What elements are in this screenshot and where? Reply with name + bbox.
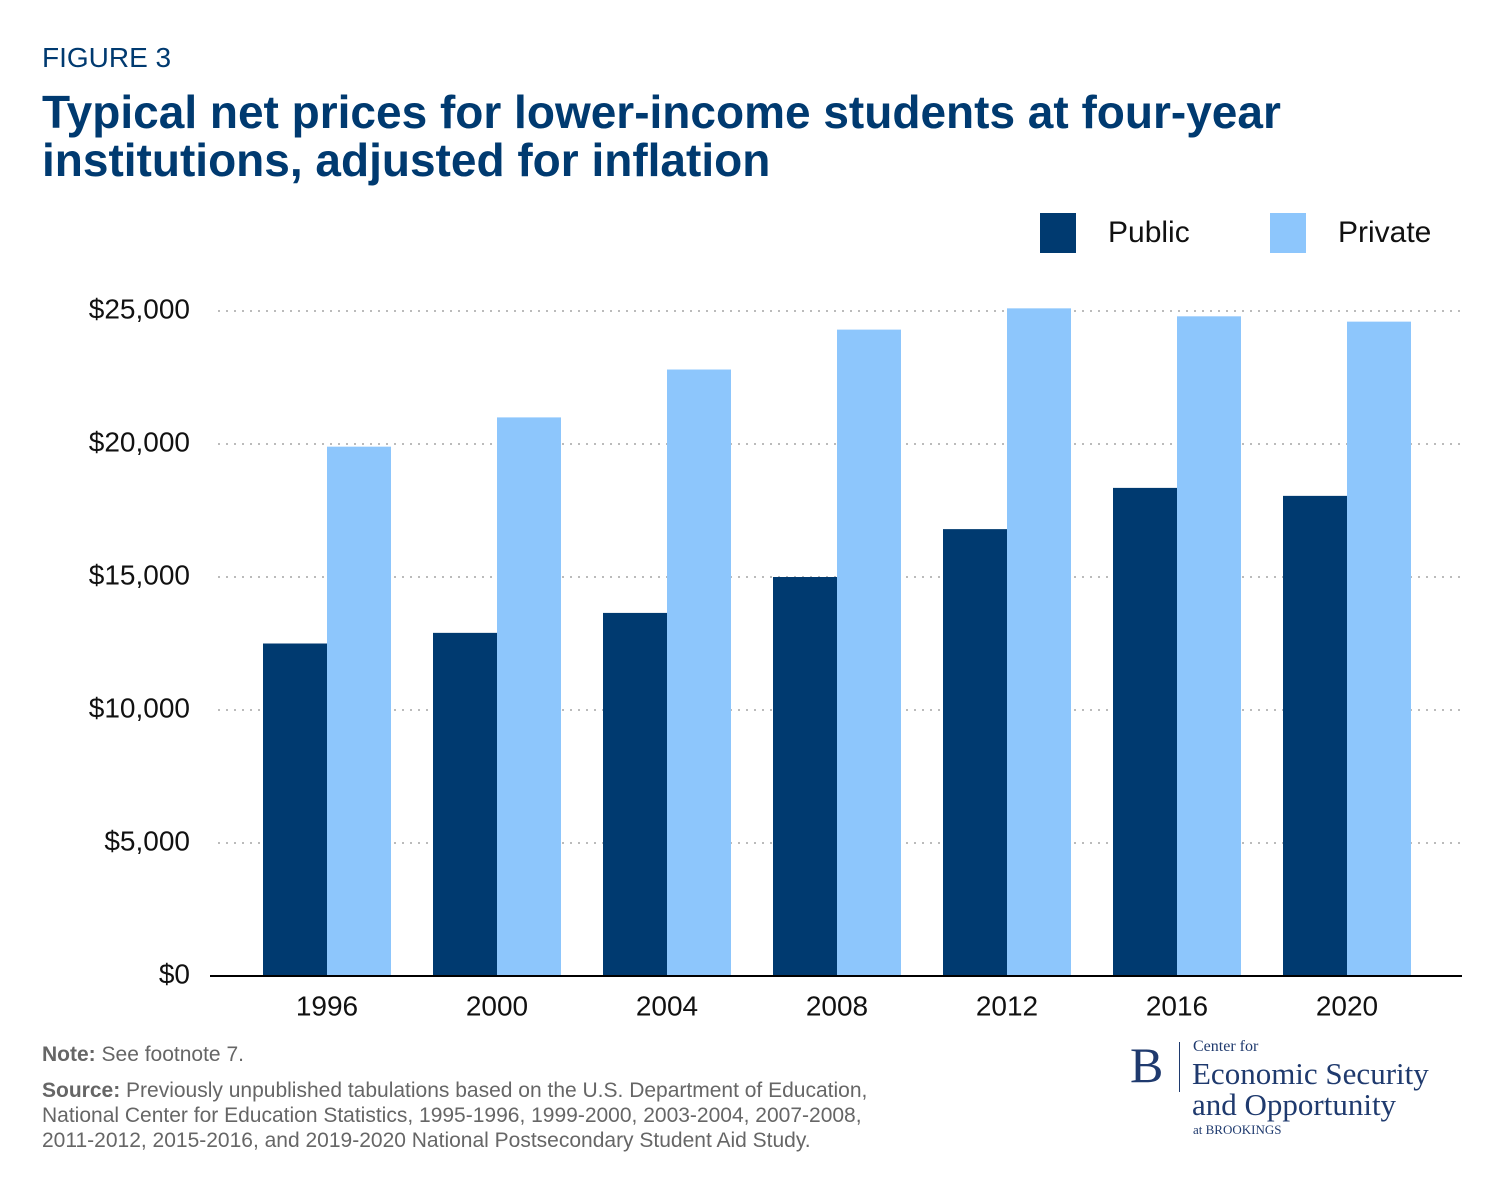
x-tick-label: 1996 [296,990,358,1021]
x-tick-label: 2020 [1316,990,1378,1021]
source-text: Previously unpublished tabulations based… [126,1079,868,1102]
legend-label: Private [1338,216,1431,249]
chart-title: Typical net prices for lower-income stud… [42,86,1281,186]
bar [327,446,391,976]
legend-swatch [1040,213,1076,253]
bar [497,417,561,976]
note: Note: See footnote 7. [42,1042,244,1067]
logo-line: and Opportunity [1192,1087,1397,1122]
bar [603,612,667,976]
bar [773,577,837,976]
y-tick-label: $15,000 [89,559,190,590]
y-tick-label: $25,000 [89,293,190,324]
bar [1113,487,1177,976]
note-label: Note: [42,1043,96,1066]
source-line: National Center for Education Statistics… [42,1104,862,1127]
bar [263,643,327,976]
bar [1283,495,1347,976]
y-tick-label: $20,000 [89,426,190,457]
x-tick-label: 2012 [976,990,1038,1021]
bar [1347,321,1411,976]
legend-label: Public [1108,216,1190,249]
bar [433,632,497,976]
source-line: 2011-2012, 2015-2016, and 2019-2020 Nati… [42,1129,811,1152]
y-tick-label: $5,000 [104,825,190,856]
bar [943,529,1007,976]
x-tick-label: 2004 [636,990,698,1021]
bar [837,329,901,976]
bar [1007,308,1071,977]
chart: $0 $5,000 $10,000 $15,000 $20,000 $25,000 1996… [89,213,1462,1021]
figure-label: FIGURE 3 [42,42,172,73]
logo-line: Economic Security [1192,1056,1429,1091]
logo-line: at BROOKINGS [1193,1122,1282,1137]
source: Source: Previously unpublished tabulatio… [42,1078,867,1153]
x-tick-label: 2008 [806,990,868,1021]
x-tick-label: 2016 [1146,990,1208,1021]
bar [1177,316,1241,976]
logo-line: Center for [1193,1038,1259,1055]
x-tick-label: 2000 [466,990,528,1021]
source-label: Source: [42,1079,121,1102]
logo-letter: B [1130,1037,1164,1093]
logo-divider [1179,1042,1180,1092]
note-text: See footnote 7. [101,1043,244,1066]
source-line: Source: Previously unpublished tabulatio… [42,1078,867,1103]
bar [667,369,731,976]
legend-swatch [1270,213,1306,253]
y-tick-label: $0 [159,958,190,989]
y-tick-label: $10,000 [89,692,190,723]
